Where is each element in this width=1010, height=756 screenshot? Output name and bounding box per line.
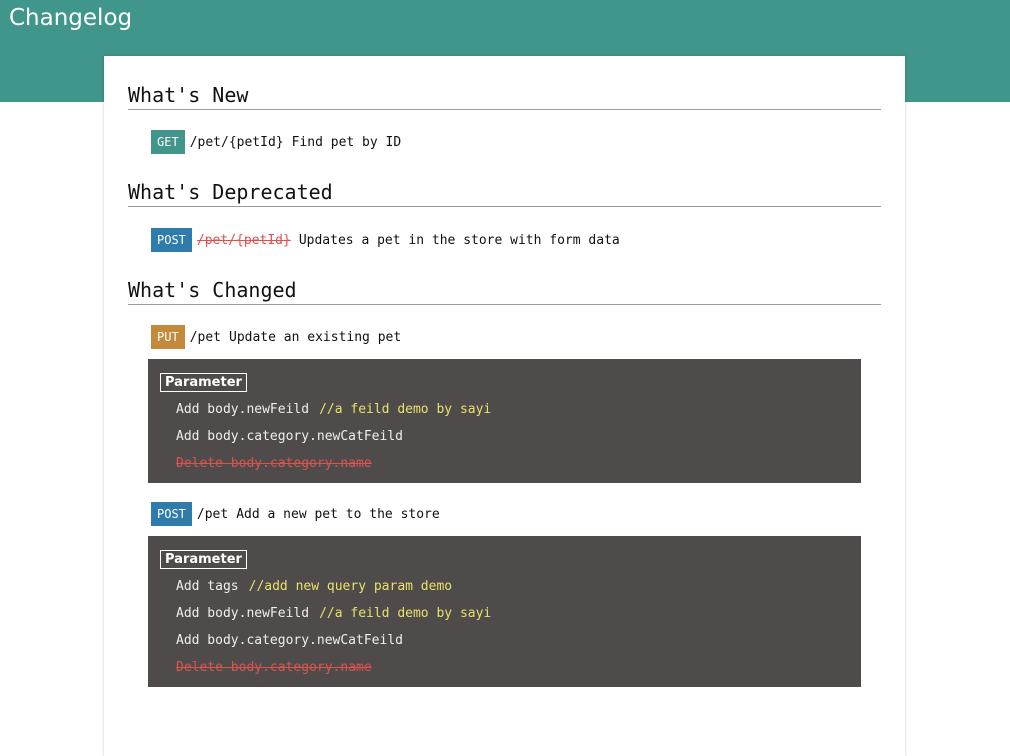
section-deprecated: What's Deprecated POST /pet/{petId} Upda… xyxy=(104,180,905,252)
endpoint-item[interactable]: GET /pet/{petId} Find pet by ID xyxy=(151,130,905,154)
endpoint-summary: Add a new pet to the store xyxy=(236,506,440,522)
section-title: What's Changed xyxy=(128,278,881,305)
change-comment: //a feild demo by sayi xyxy=(319,606,492,621)
delete-line: Delete body.category.name xyxy=(176,450,849,477)
change-text: Add body.category.newCatFeild xyxy=(176,429,403,444)
delete-line: Delete body.category.name xyxy=(176,654,849,681)
change-line: Add body.category.newCatFeild xyxy=(176,423,849,450)
delete-text: body.category.name xyxy=(230,456,372,471)
delete-text: body.category.name xyxy=(230,660,372,675)
changelog-card: What's New GET /pet/{petId} Find pet by … xyxy=(104,56,905,756)
change-line: Add body.newFeild //a feild demo by sayi xyxy=(176,396,849,423)
method-badge: POST xyxy=(151,502,192,526)
change-text: Add body.newFeild xyxy=(176,606,310,621)
change-line: Add body.category.newCatFeild xyxy=(176,627,849,654)
method-badge: GET xyxy=(151,130,185,154)
section-new: What's New GET /pet/{petId} Find pet by … xyxy=(104,83,905,154)
app-title: Changelog xyxy=(9,5,133,31)
change-line: Add tags //add new query param demo xyxy=(176,573,849,600)
section-changed: What's Changed PUT /pet Update an existi… xyxy=(104,278,905,687)
change-text: Add body.newFeild xyxy=(176,402,310,417)
change-comment: //add new query param demo xyxy=(248,579,453,594)
endpoint-path: /pet xyxy=(196,506,229,522)
endpoint-path: /pet/{petId} xyxy=(196,232,291,248)
endpoint-item[interactable]: POST /pet Add a new pet to the store xyxy=(151,502,905,526)
change-line: Add body.newFeild //a feild demo by sayi xyxy=(176,600,849,627)
endpoint-summary: Find pet by ID xyxy=(291,134,402,150)
endpoint-path: /pet xyxy=(189,329,221,345)
change-text: Add tags xyxy=(176,579,239,594)
method-badge: PUT xyxy=(151,325,185,349)
section-title: What's Deprecated xyxy=(128,180,881,207)
parameter-label: Parameter xyxy=(160,550,247,569)
endpoint-path: /pet/{petId} xyxy=(189,134,284,150)
section-title: What's New xyxy=(128,83,881,110)
endpoint-summary: Updates a pet in the store with form dat… xyxy=(298,232,620,248)
parameter-label: Parameter xyxy=(160,373,247,392)
endpoint-item[interactable]: POST /pet/{petId} Updates a pet in the s… xyxy=(151,228,905,252)
change-text: Add body.category.newCatFeild xyxy=(176,633,403,648)
endpoint-summary: Update an existing pet xyxy=(229,329,402,345)
method-badge: POST xyxy=(151,228,192,252)
parameter-block: Parameter Add body.newFeild //a feild dem… xyxy=(148,359,861,483)
change-comment: //a feild demo by sayi xyxy=(319,402,492,417)
parameter-block: Parameter Add tags //add new query param … xyxy=(148,536,861,687)
delete-prefix: Delete xyxy=(176,456,223,471)
delete-prefix: Delete xyxy=(176,660,223,675)
endpoint-item[interactable]: PUT /pet Update an existing pet xyxy=(151,325,905,349)
